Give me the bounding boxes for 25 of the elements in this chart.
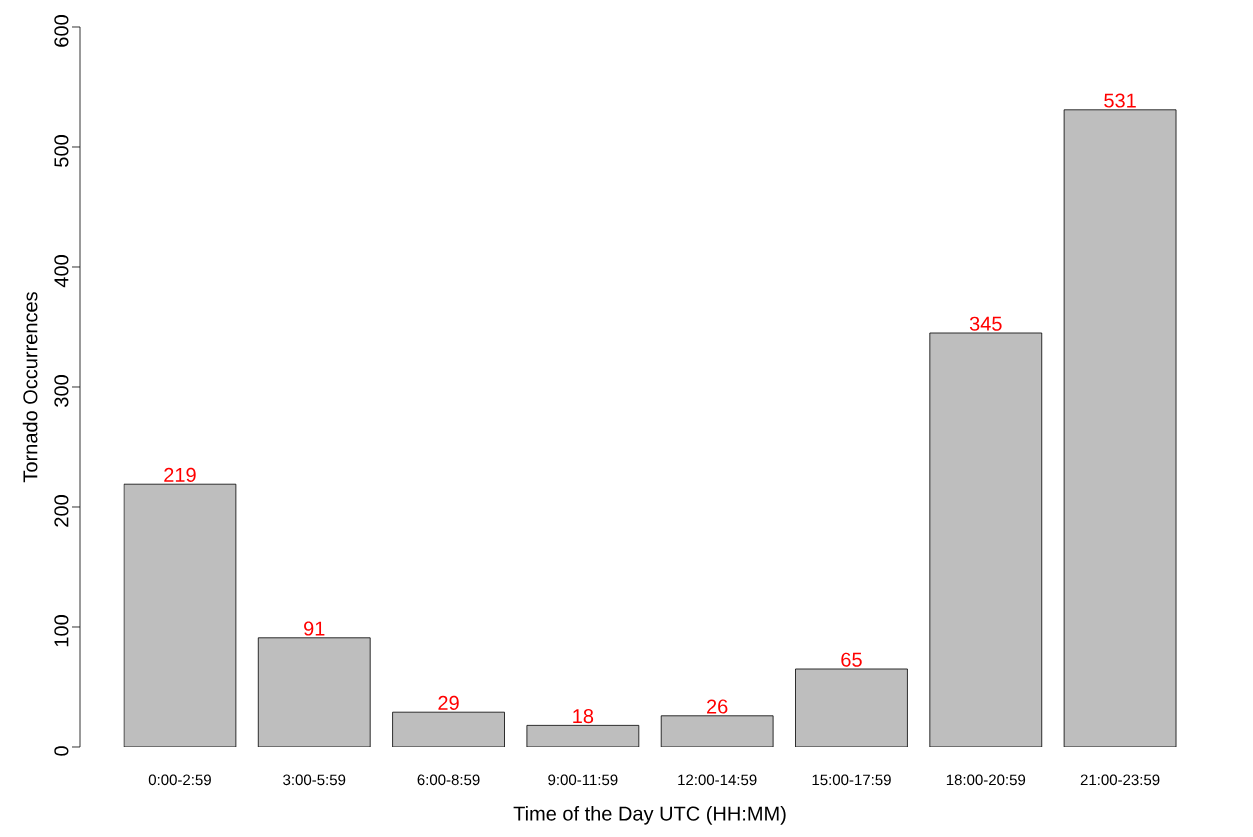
x-tick-label: 12:00-14:59 <box>678 774 757 786</box>
data-label: 219 <box>164 467 196 482</box>
x-tick-label: 9:00-11:59 <box>548 774 618 786</box>
y-axis-title: Tornado Occurrences <box>22 292 38 483</box>
x-axis-title: Time of the Day UTC (HH:MM) <box>513 806 786 825</box>
x-tick-label: 18:00-20:59 <box>946 774 1026 786</box>
data-label: 91 <box>304 621 325 636</box>
x-tick-label: 15:00-17:59 <box>812 774 891 786</box>
y-tick-label: 0 <box>54 746 69 756</box>
y-tick-label: 300 <box>54 375 69 407</box>
x-tick-label: 0:00-2:59 <box>148 774 211 786</box>
y-tick-label: 100 <box>54 615 69 647</box>
y-tick-label: 200 <box>54 495 69 527</box>
data-label: 26 <box>707 699 728 714</box>
y-tick-label: 400 <box>54 255 69 288</box>
y-tick-label: 500 <box>54 135 69 167</box>
data-label: 345 <box>969 316 1002 331</box>
x-tick-label: 6:00-8:59 <box>417 774 480 786</box>
x-tick-label: 21:00-23:59 <box>1080 774 1160 786</box>
data-label: 29 <box>438 695 459 710</box>
data-label: 65 <box>841 652 862 667</box>
y-tick-label: 600 <box>54 15 69 47</box>
x-tick-label: 3:00-5:59 <box>283 774 346 786</box>
data-label: 531 <box>1104 93 1136 108</box>
data-label: 18 <box>573 709 594 724</box>
